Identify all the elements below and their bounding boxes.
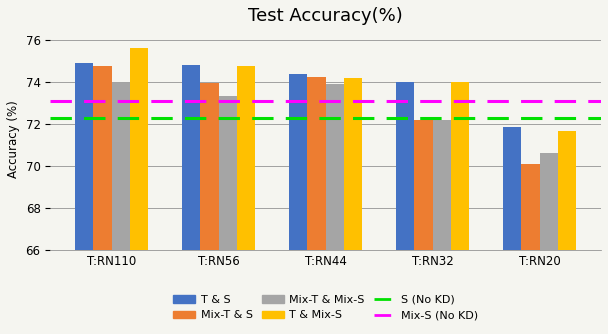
- Bar: [326, 84, 344, 334]
- Bar: [558, 131, 576, 334]
- Title: Test Accuracy(%): Test Accuracy(%): [248, 7, 403, 25]
- Bar: [201, 83, 219, 334]
- Bar: [344, 77, 362, 334]
- Bar: [308, 76, 326, 334]
- Bar: [112, 83, 130, 334]
- Bar: [451, 82, 469, 334]
- Bar: [396, 82, 415, 334]
- Bar: [75, 63, 94, 334]
- Bar: [540, 153, 558, 334]
- Mix-S (No KD): [215, 99, 223, 103]
- Bar: [94, 66, 112, 334]
- Y-axis label: Accuracy (%): Accuracy (%): [7, 101, 20, 178]
- Bar: [219, 97, 237, 334]
- Bar: [522, 164, 540, 334]
- S (No KD): [108, 117, 116, 121]
- Bar: [237, 66, 255, 334]
- Bar: [433, 120, 451, 334]
- Bar: [130, 48, 148, 334]
- Bar: [289, 74, 308, 334]
- Bar: [503, 127, 522, 334]
- Mix-S (No KD): [108, 99, 116, 103]
- Legend: T & S, Mix-T & S, Mix-T & Mix-S, T & Mix-S, S (No KD), Mix-S (No KD): T & S, Mix-T & S, Mix-T & Mix-S, T & Mix…: [173, 295, 478, 320]
- Bar: [182, 65, 201, 334]
- Bar: [415, 120, 433, 334]
- S (No KD): [215, 117, 223, 121]
